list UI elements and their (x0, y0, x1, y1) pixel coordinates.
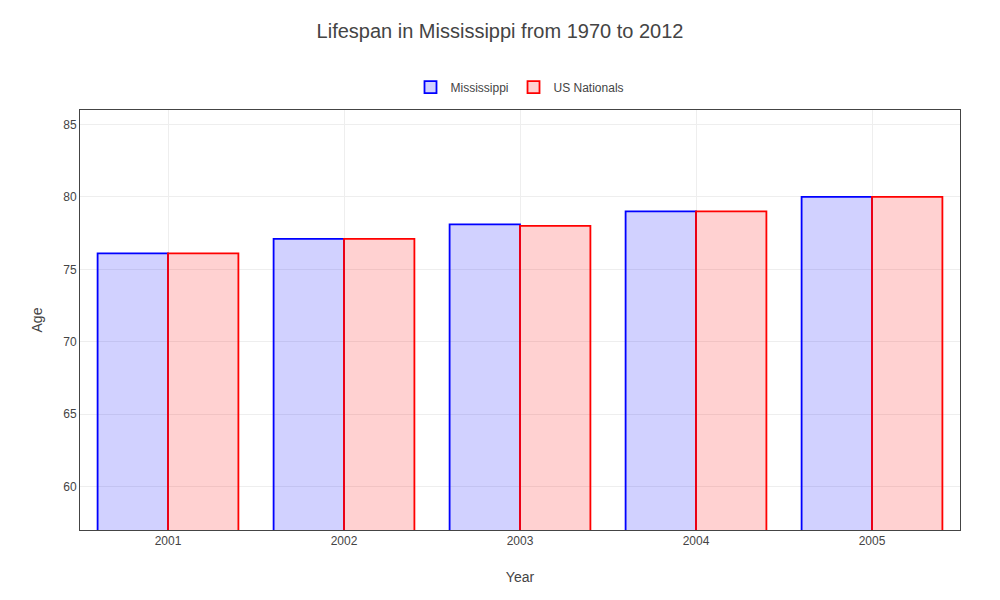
svg-text:2002: 2002 (331, 534, 358, 548)
svg-text:2001: 2001 (155, 534, 182, 548)
svg-text:2004: 2004 (683, 534, 710, 548)
svg-text:Age: Age (29, 307, 45, 332)
svg-text:65: 65 (63, 407, 77, 421)
svg-text:Lifespan in Mississippi from 1: Lifespan in Mississippi from 1970 to 201… (317, 20, 684, 42)
svg-text:60: 60 (63, 480, 77, 494)
svg-text:Year: Year (506, 569, 535, 585)
svg-text:2005: 2005 (859, 534, 886, 548)
svg-text:Mississippi: Mississippi (451, 81, 509, 95)
svg-text:80: 80 (63, 190, 77, 204)
svg-text:75: 75 (63, 263, 77, 277)
svg-text:2003: 2003 (507, 534, 534, 548)
svg-text:US Nationals: US Nationals (554, 81, 624, 95)
svg-text:70: 70 (63, 335, 77, 349)
svg-text:85: 85 (63, 118, 77, 132)
